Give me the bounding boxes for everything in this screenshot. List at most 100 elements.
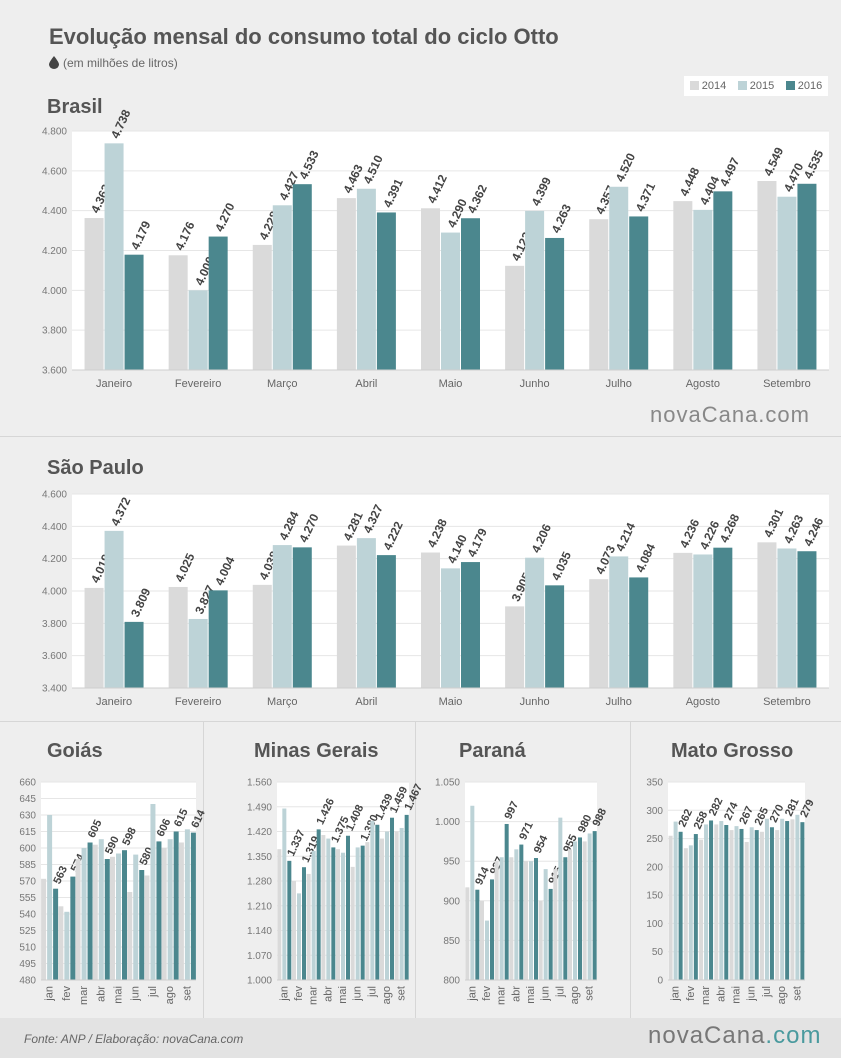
mt-x-tick-label: jan bbox=[670, 986, 682, 1002]
brasil-bar-2014 bbox=[336, 198, 356, 370]
mg-bar-2016 bbox=[360, 845, 365, 980]
mt-bar-2016 bbox=[754, 830, 759, 980]
goias-bar-2014 bbox=[110, 856, 115, 980]
goias-bar-2016 bbox=[87, 842, 93, 980]
mt-bar-2014 bbox=[790, 819, 795, 980]
brasil-bar-2015 bbox=[525, 210, 545, 370]
mg-y-tick-label: 1.000 bbox=[247, 976, 272, 987]
mt-x-tick-label: mai bbox=[731, 986, 743, 1004]
pr-bar-2014 bbox=[582, 841, 587, 980]
brasil-bar-2014 bbox=[757, 180, 777, 370]
mg-bar-2016 bbox=[346, 835, 350, 980]
mt-bar-2014 bbox=[683, 848, 688, 980]
pr-bar-2015 bbox=[470, 805, 475, 980]
mt-bar-2014 bbox=[775, 830, 780, 980]
divider bbox=[415, 721, 416, 1018]
sp-y-tick-label: 3.600 bbox=[42, 651, 67, 662]
mt-bar-2015 bbox=[719, 821, 724, 980]
brasil-bar-2014 bbox=[673, 201, 693, 370]
goias-bar-2014 bbox=[58, 906, 64, 980]
mt-bar-2014 bbox=[759, 831, 764, 980]
sp-bar-2016 bbox=[208, 590, 228, 688]
mg-bar-2014 bbox=[277, 849, 282, 980]
goias-bar-2016 bbox=[173, 831, 179, 980]
goias-y-tick-label: 495 bbox=[19, 959, 36, 970]
pr-bar-2015 bbox=[587, 833, 592, 980]
goias-x-tick-label: mai bbox=[113, 986, 125, 1004]
pr-bar-2016 bbox=[592, 831, 597, 980]
sp-x-tick-label: Junho bbox=[520, 696, 550, 708]
goias-x-tick-label: set bbox=[181, 986, 193, 1001]
drop-icon bbox=[49, 56, 59, 69]
mg-bar-2016 bbox=[302, 867, 306, 980]
pr-y-tick-label: 850 bbox=[443, 936, 460, 947]
brasil-y-tick-label: 4.800 bbox=[42, 127, 67, 138]
footer: Fonte: ANP / Elaboração: novaCana.com no… bbox=[0, 1018, 841, 1058]
mt-bar-2016 bbox=[709, 820, 714, 980]
pr-bar-2014 bbox=[553, 869, 558, 980]
sp-bar-2014 bbox=[252, 584, 272, 688]
brasil-bar-2016 bbox=[797, 183, 817, 370]
mg-bar-2014 bbox=[365, 842, 370, 980]
mg-bar-2014 bbox=[394, 831, 399, 980]
mg-x-tick-label: ago bbox=[381, 986, 393, 1004]
mg-bar-2016 bbox=[287, 860, 292, 980]
goias-x-tick-label: abr bbox=[95, 986, 107, 1002]
brasil-y-tick-label: 4.200 bbox=[42, 246, 67, 257]
goias-bar-2015 bbox=[150, 804, 156, 980]
sp-x-tick-label: Setembro bbox=[763, 696, 811, 708]
goias-y-tick-label: 555 bbox=[19, 893, 36, 904]
sp-bar-2015 bbox=[441, 568, 460, 688]
goias-bar-2015 bbox=[64, 911, 70, 980]
pr-bar-2016 bbox=[548, 888, 553, 980]
sp-bar-2016 bbox=[545, 585, 565, 688]
goias-bar-2014 bbox=[178, 842, 184, 980]
brasil-bar-2015 bbox=[356, 188, 376, 370]
mt-x-tick-label: jul bbox=[761, 986, 773, 998]
mg-bar-2016 bbox=[390, 817, 394, 980]
pr-bar-2015 bbox=[558, 817, 563, 980]
watermark-brasil: novaCana.com bbox=[650, 402, 810, 427]
pr-bar-2016 bbox=[475, 889, 480, 980]
goias-y-tick-label: 600 bbox=[19, 844, 36, 855]
pr-bar-2014 bbox=[509, 857, 514, 980]
brasil-bar-2016 bbox=[376, 212, 396, 370]
goias-bar-2016 bbox=[156, 841, 162, 980]
brasil-bar-2015 bbox=[777, 196, 797, 370]
mg-bar-2016 bbox=[316, 829, 321, 980]
goias-x-tick-label: mar bbox=[78, 986, 90, 1005]
mg-x-tick-label: set bbox=[396, 986, 408, 1001]
goias-x-tick-label: jan bbox=[44, 986, 56, 1002]
brasil-bar-2016 bbox=[208, 236, 228, 370]
goias-bar-2014 bbox=[75, 859, 81, 980]
subtitle-text: (em milhões de litros) bbox=[63, 56, 178, 70]
mg-x-tick-label: jul bbox=[366, 986, 378, 998]
mg-x-tick-label: jan bbox=[278, 986, 290, 1002]
sp-bar-2016 bbox=[292, 547, 312, 688]
mg-bar-2015 bbox=[341, 852, 345, 980]
brasil-x-tick-label: Setembro bbox=[763, 378, 811, 390]
sp-bar-2014 bbox=[84, 587, 104, 688]
mt-bar-2016 bbox=[739, 828, 744, 980]
mt-bar-2015 bbox=[764, 818, 769, 980]
divider bbox=[203, 721, 204, 1018]
goias-bar-2016 bbox=[53, 888, 59, 980]
mt-y-tick-label: 200 bbox=[646, 862, 663, 873]
sp-bar-2015 bbox=[104, 530, 124, 688]
brasil-bar-2014 bbox=[421, 208, 440, 370]
mt-bar-2015 bbox=[795, 814, 800, 980]
pr-y-tick-label: 1.000 bbox=[435, 817, 460, 828]
goias-bar-2014 bbox=[161, 848, 167, 980]
mt-y-tick-label: 150 bbox=[646, 891, 663, 902]
mt-bar-2014 bbox=[668, 835, 673, 980]
pr-x-tick-label: jul bbox=[554, 986, 566, 998]
goias-bar-2016 bbox=[122, 850, 127, 980]
mg-y-tick-label: 1.070 bbox=[247, 951, 272, 962]
mt-bar-2014 bbox=[714, 824, 719, 980]
mt-y-tick-label: 100 bbox=[646, 919, 663, 930]
pr-bar-2015 bbox=[529, 861, 533, 980]
goias-y-tick-label: 480 bbox=[19, 976, 36, 987]
sp-title: São Paulo bbox=[47, 457, 144, 479]
